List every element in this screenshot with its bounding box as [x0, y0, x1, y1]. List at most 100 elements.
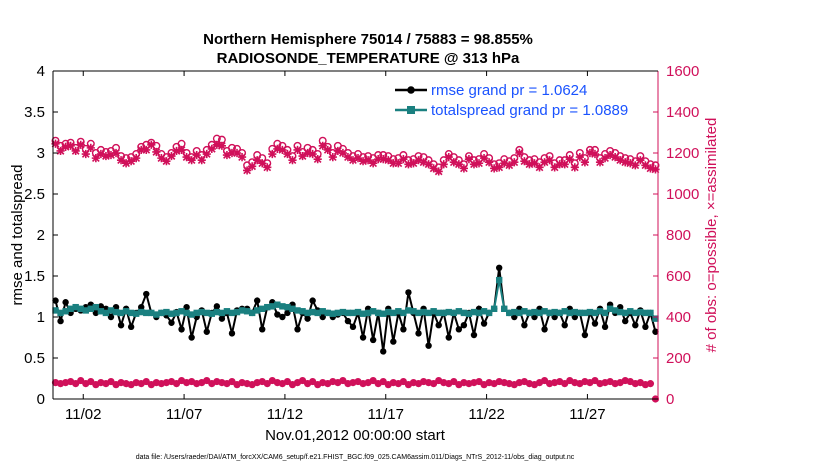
rmse-point: [62, 299, 69, 306]
obs_assimilated-point: [631, 161, 640, 170]
y-left-tick-label: 3: [37, 145, 45, 162]
obs_assimilated-point: [525, 160, 534, 169]
x-tick-label: 11/22: [468, 406, 504, 423]
rmse-point: [92, 309, 100, 317]
totalspread-point: [213, 308, 221, 316]
obs_assimilated-point: [298, 151, 307, 161]
totalspread-point: [223, 308, 231, 315]
totalspread-point: [92, 303, 100, 311]
totalspread-point: [264, 303, 271, 311]
obs_assimilated-point: [333, 146, 342, 156]
obs_assimilated-point: [338, 148, 347, 158]
obs_assimilated-point: [409, 159, 418, 168]
obs_assimilated-point: [570, 163, 579, 172]
rmse-point: [203, 328, 210, 335]
rmse-point: [561, 322, 568, 329]
rmse-point: [405, 289, 412, 296]
totalspread-point: [420, 308, 427, 316]
totalspread-point: [571, 308, 579, 316]
totalspread-point: [57, 309, 64, 317]
rmse-point: [571, 313, 579, 321]
obs_assimilated-point: [288, 156, 297, 165]
obs_assimilated-point: [439, 160, 448, 169]
obs_assimilated-point: [616, 156, 625, 165]
totalspread-point: [309, 308, 316, 316]
obs_assimilated-point: [459, 164, 468, 173]
y-axis-label-right: # of obs: o=possible, ×=assimilated: [703, 118, 720, 353]
totalspread-point: [450, 309, 458, 317]
obs_assimilated-point: [479, 154, 489, 163]
obs_assimilated-point: [358, 157, 368, 166]
rmse-point: [601, 323, 609, 331]
totalspread-point: [632, 309, 639, 317]
obs_assimilated-point: [172, 146, 181, 156]
obs_assimilated-point: [283, 149, 292, 159]
obs_assimilated-point: [147, 140, 156, 149]
obs_assimilated-point: [313, 155, 322, 164]
obs_assimilated-point: [101, 151, 111, 161]
obs_assimilated-point: [137, 145, 146, 155]
obs_assimilated-point: [106, 150, 116, 160]
totalspread-point: [516, 309, 523, 317]
rmse-point: [642, 323, 649, 331]
legend-box: [392, 78, 650, 120]
obs_assimilated-point: [449, 158, 458, 167]
obs_assimilated-point: [646, 164, 655, 173]
rmse-point: [168, 319, 175, 326]
obs_assimilated-point: [278, 145, 287, 155]
obs_assimilated-point: [550, 163, 559, 172]
y-left-tick-label: 1: [37, 309, 45, 326]
totalspread-point: [97, 308, 105, 315]
obs_assimilated-point: [96, 149, 105, 159]
obs_assimilated-point: [293, 145, 302, 155]
rmse-point: [531, 313, 538, 321]
obs_assimilated-point: [469, 160, 479, 169]
totalspread-point: [163, 308, 170, 316]
rmse-point: [138, 303, 145, 311]
obs_assimilated-point: [273, 144, 282, 153]
obs_assimilated-point: [318, 141, 327, 150]
totalspread-point: [521, 308, 528, 315]
y-right-tick-label: 1600: [666, 63, 699, 80]
rmse-point: [581, 331, 589, 339]
totalspread-point: [329, 310, 337, 317]
obs_assimilated-point: [187, 156, 196, 165]
x-tick-label: 11/17: [368, 406, 404, 423]
totalspread-point: [455, 308, 463, 315]
rmse-point: [495, 264, 503, 271]
totalspread-point: [269, 303, 276, 310]
totalspread-point: [501, 305, 508, 312]
rmse-point: [319, 313, 326, 321]
totalspread-point: [536, 309, 543, 317]
totalspread-point: [556, 309, 563, 317]
obs_assimilated-point: [595, 158, 605, 167]
totalspread-point: [324, 309, 331, 317]
obs_assimilated-point: [258, 159, 267, 168]
rmse-point: [309, 297, 316, 304]
y-left-tick-label: 3.5: [24, 104, 45, 121]
obs_assimilated-point: [91, 154, 100, 163]
obs_assimilated-point: [212, 140, 221, 149]
totalspread-point: [551, 308, 558, 316]
obs_assimilated-point: [545, 156, 554, 165]
obs_assimilated-point: [394, 159, 403, 168]
obs_assimilated-point: [167, 151, 176, 161]
obs_assimilated-point: [76, 140, 85, 149]
rmse-point: [390, 338, 397, 345]
totalspread-point: [168, 310, 175, 317]
totalspread-point: [415, 309, 422, 317]
rmse-point: [117, 322, 125, 329]
obs_assimilated-point: [182, 153, 191, 162]
totalspread-point: [208, 310, 216, 317]
y-right-tick-label: 600: [666, 268, 691, 285]
totalspread-point: [314, 309, 321, 317]
obs_assimilated-point: [434, 167, 443, 176]
obs_assimilated-point: [580, 158, 589, 167]
totalspread-point: [374, 309, 382, 317]
totalspread-point: [440, 309, 447, 317]
totalspread-point: [652, 315, 659, 322]
rmse-point: [213, 303, 221, 310]
totalspread-point: [349, 309, 357, 317]
totalspread-point: [107, 307, 115, 314]
obs_assimilated-point: [197, 156, 206, 165]
